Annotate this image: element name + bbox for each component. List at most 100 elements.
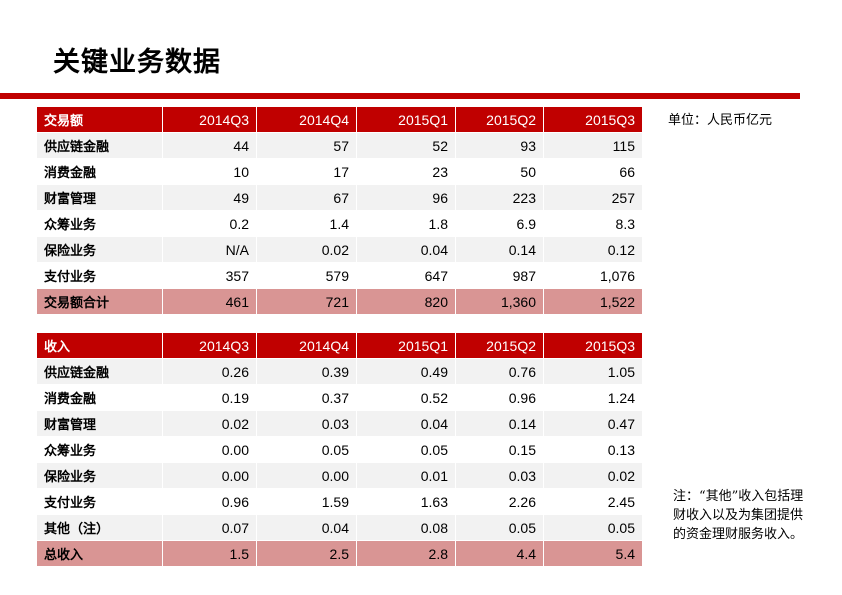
table-cell: 0.15 <box>455 436 544 463</box>
row-label: 众筹业务 <box>36 436 163 463</box>
table-row: 保险业务 N/A 0.02 0.04 0.14 0.12 <box>36 236 643 263</box>
table-cell: 0.96 <box>162 488 257 515</box>
table-cell: 1.63 <box>356 488 456 515</box>
table-cell: 647 <box>356 262 456 289</box>
table-cell: 987 <box>455 262 544 289</box>
table-cell: 23 <box>356 158 456 185</box>
table-cell: 6.9 <box>455 210 544 237</box>
row-label: 支付业务 <box>36 262 163 289</box>
row-label: 其他（注） <box>36 514 163 541</box>
footnote: 注：“其他”收入包括理财收入以及为集团提供的资金理财服务收入。 <box>673 489 804 542</box>
table-row: 消费金融 10 17 23 50 66 <box>36 158 643 185</box>
table-cell: 0.02 <box>256 236 357 263</box>
table-header-row: 交易额 2014Q3 2014Q4 2015Q1 2015Q2 2015Q3 <box>36 106 643 133</box>
table-header-row: 收入 2014Q3 2014Q4 2015Q1 2015Q2 2015Q3 <box>36 332 643 359</box>
table-cell: 0.52 <box>356 384 456 411</box>
table-cell: 0.08 <box>356 514 456 541</box>
table-row: 供应链金融 0.26 0.39 0.49 0.76 1.05 <box>36 358 643 385</box>
row-label: 财富管理 <box>36 410 163 437</box>
table-cell: 96 <box>356 184 456 211</box>
header-cell: 2014Q4 <box>256 106 357 133</box>
header-cell: 2015Q2 <box>455 106 544 133</box>
header-cell: 2014Q3 <box>162 106 257 133</box>
table-cell: 2.45 <box>543 488 643 515</box>
table-cell: 0.13 <box>543 436 643 463</box>
header-cell: 2015Q1 <box>356 332 456 359</box>
table-cell: 0.04 <box>356 236 456 263</box>
row-label: 支付业务 <box>36 488 163 515</box>
row-label: 众筹业务 <box>36 210 163 237</box>
row-label: 总收入 <box>36 540 163 567</box>
row-label: 交易额合计 <box>36 288 163 315</box>
table-row: 其他（注） 0.07 0.04 0.08 0.05 0.05 <box>36 514 643 541</box>
table-cell: 0.02 <box>543 462 643 489</box>
header-cell: 2015Q3 <box>543 106 643 133</box>
header-cell: 交易额 <box>36 106 163 133</box>
header-cell: 收入 <box>36 332 163 359</box>
table-cell: 1.24 <box>543 384 643 411</box>
table-row: 供应链金融 44 57 52 93 115 <box>36 132 643 159</box>
table-cell: 0.05 <box>455 514 544 541</box>
table-cell: 0.49 <box>356 358 456 385</box>
table-row: 保险业务 0.00 0.00 0.01 0.03 0.02 <box>36 462 643 489</box>
table-cell: 0.04 <box>256 514 357 541</box>
table-cell: 0.02 <box>162 410 257 437</box>
table-cell: 67 <box>256 184 357 211</box>
table-row: 众筹业务 0.2 1.4 1.8 6.9 8.3 <box>36 210 643 237</box>
row-label: 财富管理 <box>36 184 163 211</box>
table-cell: 17 <box>256 158 357 185</box>
table-cell: 0.37 <box>256 384 357 411</box>
revenue-table: 收入 2014Q3 2014Q4 2015Q1 2015Q2 2015Q3 供应… <box>36 332 643 567</box>
page-title: 关键业务数据 <box>53 47 221 78</box>
row-label: 保险业务 <box>36 462 163 489</box>
table-cell: 10 <box>162 158 257 185</box>
table-cell: 4.4 <box>455 540 544 567</box>
table-cell: 66 <box>543 158 643 185</box>
table-row: 众筹业务 0.00 0.05 0.05 0.15 0.13 <box>36 436 643 463</box>
table-cell: 0.12 <box>543 236 643 263</box>
table-cell: N/A <box>162 236 257 263</box>
table-cell: 0.03 <box>256 410 357 437</box>
table-row: 支付业务 357 579 647 987 1,076 <box>36 262 643 289</box>
table-cell: 461 <box>162 288 257 315</box>
table-row: 消费金融 0.19 0.37 0.52 0.96 1.24 <box>36 384 643 411</box>
table-cell: 57 <box>256 132 357 159</box>
unit-note: 单位：人民币亿元 <box>668 113 773 128</box>
table-cell: 0.05 <box>543 514 643 541</box>
table-cell: 2.5 <box>256 540 357 567</box>
table-cell: 721 <box>256 288 357 315</box>
table-cell: 93 <box>455 132 544 159</box>
table-cell: 0.00 <box>256 462 357 489</box>
table-cell: 0.96 <box>455 384 544 411</box>
total-row: 交易额合计 461 721 820 1,360 1,522 <box>36 288 643 315</box>
total-row: 总收入 1.5 2.5 2.8 4.4 5.4 <box>36 540 643 567</box>
table-cell: 0.14 <box>455 410 544 437</box>
table-cell: 223 <box>455 184 544 211</box>
table-row: 支付业务 0.96 1.59 1.63 2.26 2.45 <box>36 488 643 515</box>
table-cell: 1.8 <box>356 210 456 237</box>
table-cell: 0.01 <box>356 462 456 489</box>
table-cell: 0.00 <box>162 436 257 463</box>
header-cell: 2015Q2 <box>455 332 544 359</box>
table-cell: 0.19 <box>162 384 257 411</box>
header-cell: 2015Q1 <box>356 106 456 133</box>
table-cell: 0.05 <box>256 436 357 463</box>
table-cell: 1.59 <box>256 488 357 515</box>
table-cell: 0.03 <box>455 462 544 489</box>
header-cell: 2014Q3 <box>162 332 257 359</box>
title-divider <box>0 93 800 99</box>
table-cell: 0.00 <box>162 462 257 489</box>
row-label: 供应链金融 <box>36 132 163 159</box>
table-cell: 579 <box>256 262 357 289</box>
table-cell: 52 <box>356 132 456 159</box>
header-cell: 2015Q3 <box>543 332 643 359</box>
table-cell: 0.26 <box>162 358 257 385</box>
table-cell: 44 <box>162 132 257 159</box>
table-cell: 2.8 <box>356 540 456 567</box>
table-cell: 1.5 <box>162 540 257 567</box>
table-cell: 0.05 <box>356 436 456 463</box>
table-cell: 1,076 <box>543 262 643 289</box>
table-cell: 50 <box>455 158 544 185</box>
table-cell: 0.2 <box>162 210 257 237</box>
table-cell: 0.76 <box>455 358 544 385</box>
